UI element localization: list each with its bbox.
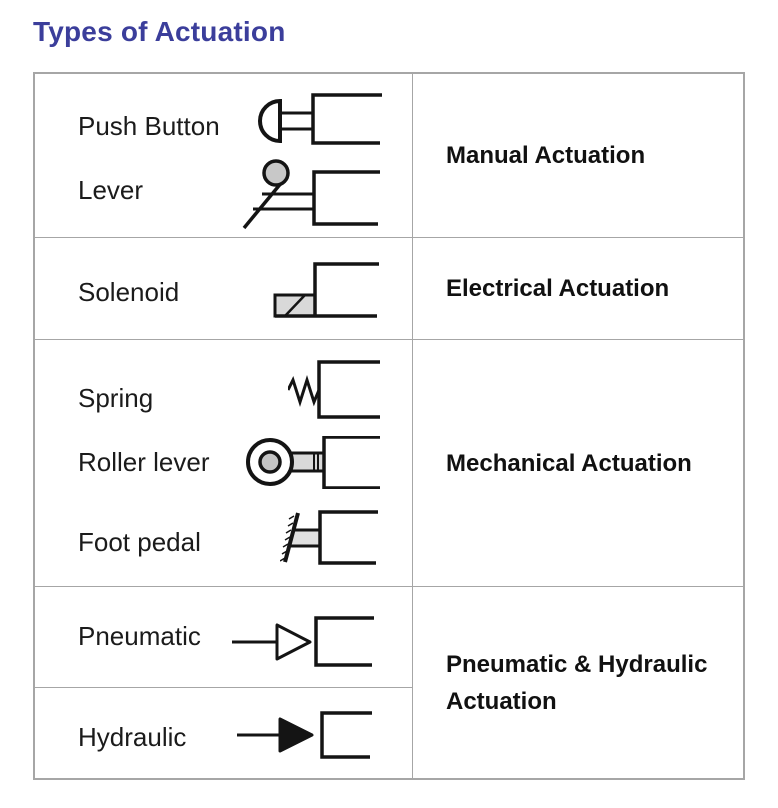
item-label-push-button: Push Button <box>78 111 220 141</box>
item-label-spring: Spring <box>78 383 154 413</box>
item-label-roller-lever: Roller lever <box>78 447 210 477</box>
category-label: Pneumatic & Hydraulic Actuation <box>446 650 708 715</box>
symbol-cell-electrical: Solenoid <box>35 238 413 340</box>
category-label: Electrical Actuation <box>446 275 670 302</box>
solenoid-icon <box>273 262 379 318</box>
category-label: Manual Actuation <box>446 142 646 169</box>
symbol-cell-mechanical: Spring Roller lever Foot pedal <box>35 340 413 587</box>
hydraulic-icon <box>237 711 372 759</box>
symbol-cell-pneumatic: Pneumatic <box>35 587 413 688</box>
foot-pedal-icon <box>280 510 378 565</box>
category-cell-electrical: Electrical Actuation <box>413 238 743 340</box>
symbol-cell-hydraulic: Hydraulic <box>35 688 413 778</box>
item-label-foot-pedal: Foot pedal <box>78 527 201 557</box>
push-button-icon <box>258 93 382 145</box>
roller-lever-icon <box>246 436 380 489</box>
actuation-table: Push Button Lever Manual Actuation Solen… <box>33 72 745 780</box>
item-label-solenoid: Solenoid <box>78 277 180 307</box>
category-cell-mechanical: Mechanical Actuation <box>413 340 743 587</box>
symbol-cell-manual: Push Button Lever <box>35 74 413 238</box>
category-label: Mechanical Actuation <box>446 449 692 477</box>
category-cell-pneumatic-hydraulic: Pneumatic & Hydraulic Actuation <box>413 587 743 778</box>
item-label-pneumatic: Pneumatic <box>78 621 201 651</box>
spring-icon <box>288 360 380 419</box>
pneumatic-icon <box>232 616 374 667</box>
page-title: Types of Actuation <box>33 16 286 47</box>
item-label-lever: Lever <box>78 175 144 205</box>
lever-icon <box>242 159 380 230</box>
category-cell-manual: Manual Actuation <box>413 74 743 238</box>
item-label-hydraulic: Hydraulic <box>78 722 187 752</box>
